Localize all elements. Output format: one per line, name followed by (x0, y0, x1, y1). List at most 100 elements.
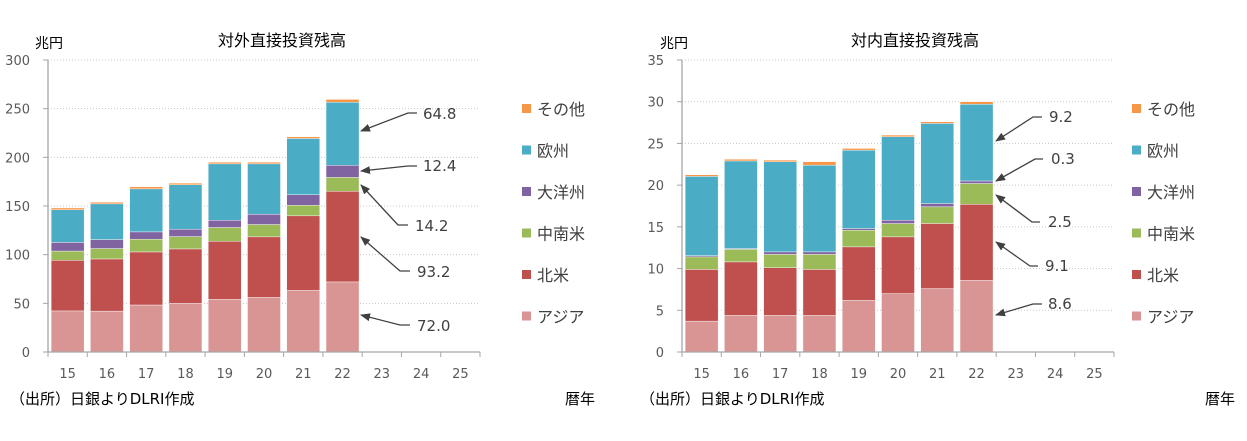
legend-label: 欧州 (537, 142, 569, 161)
bar-segment-19-4 (842, 149, 876, 229)
bar-segment-18-1 (802, 269, 837, 316)
legend-swatch (1132, 228, 1141, 238)
legend-label: その他 (1147, 100, 1195, 119)
legend-label: 大洋州 (537, 183, 585, 202)
annotation-arrow (360, 184, 408, 226)
bar-segment-15-5 (50, 207, 85, 210)
bar-segment-20-3 (881, 219, 915, 224)
x-tick-label: 20 (256, 367, 273, 382)
legend-swatch (1132, 187, 1141, 196)
bar-segment-17-0 (129, 304, 163, 353)
y-tick-label: 25 (647, 137, 664, 152)
bar-segment-19-3 (208, 220, 242, 228)
bar-segment-16-5 (724, 159, 758, 162)
annotation-arrow (360, 236, 410, 272)
y-tick-label: 150 (5, 200, 30, 215)
bar-segment-15-4 (50, 209, 85, 243)
legend-swatch (522, 145, 531, 155)
bar-segment-21-5 (920, 121, 954, 124)
bar-segment-15-2 (684, 256, 719, 270)
x-tick-label: 15 (693, 367, 710, 382)
bar-segment-18-1 (168, 248, 203, 304)
x-tick-label: 15 (59, 367, 76, 382)
bar-segment-21-0 (920, 288, 954, 353)
y-tick-label: 35 (647, 54, 664, 69)
legend-swatch (1132, 104, 1141, 113)
y-tick-label: 20 (647, 179, 664, 194)
legend-label: 北米 (1147, 266, 1179, 285)
bar-segment-20-5 (881, 134, 915, 137)
bar-segment-18-3 (802, 251, 837, 255)
legend-label: 中南米 (537, 225, 585, 244)
bar-segment-16-4 (724, 160, 758, 249)
bar-segment-19-1 (208, 241, 242, 300)
legend-label: 北米 (537, 266, 569, 285)
bar-segment-20-5 (247, 161, 281, 165)
bar-segment-17-3 (129, 231, 163, 240)
bar-segment-22-5 (959, 101, 994, 105)
x-axis-label: 暦年 (1205, 390, 1235, 408)
annotation-label: 0.3 (1051, 150, 1075, 168)
annotation-label: 2.5 (1048, 213, 1072, 231)
bar-segment-21-2 (920, 206, 954, 224)
bar-segment-19-1 (842, 246, 876, 301)
bar-segment-19-2 (842, 229, 876, 248)
bar-segment-18-0 (168, 303, 203, 353)
bar-segment-19-4 (208, 163, 242, 221)
bar-segment-15-3 (50, 242, 85, 252)
bar-segment-15-0 (684, 320, 719, 353)
source-note: （出所）日銀よりDLRI作成 (10, 390, 194, 408)
bar-segment-17-5 (763, 159, 797, 162)
bar-segment-22-0 (325, 281, 360, 353)
bar-segment-19-3 (842, 228, 876, 231)
bar-segment-17-2 (129, 238, 163, 253)
bar-segment-19-5 (208, 161, 242, 165)
y-tick-label: 15 (647, 221, 664, 236)
bar-segment-15-1 (684, 269, 719, 322)
bar-segment-16-4 (90, 203, 124, 240)
bar-segment-20-2 (247, 224, 281, 238)
bar-segment-17-0 (763, 315, 797, 353)
x-tick-label: 21 (295, 367, 312, 382)
annotation-label: 9.1 (1045, 257, 1069, 275)
bar-segment-20-0 (881, 293, 915, 353)
annotation-arrow (995, 116, 1042, 142)
bar-segment-20-1 (881, 236, 915, 294)
annotation-arrow (360, 313, 410, 326)
x-tick-label: 17 (138, 367, 155, 382)
bar-segment-18-2 (168, 236, 203, 250)
bar-segment-16-0 (724, 315, 758, 353)
annotation-arrow (995, 241, 1038, 267)
bar-segment-18-3 (168, 228, 203, 237)
bar-segment-18-5 (168, 182, 203, 185)
x-tick-label: 22 (968, 367, 985, 382)
bar-segment-21-4 (286, 138, 320, 196)
x-tick-label: 21 (929, 367, 946, 382)
annotation-label: 8.6 (1048, 295, 1072, 313)
annotation-label: 9.2 (1049, 108, 1073, 126)
annotation-arrow (995, 158, 1043, 182)
bar-segment-16-2 (90, 248, 124, 260)
x-tick-label: 20 (890, 367, 907, 382)
legend-swatch (1132, 270, 1141, 279)
chart-title: 対外直接投資残高 (218, 31, 346, 50)
legend-swatch (522, 104, 531, 113)
x-tick-label: 25 (1086, 367, 1103, 382)
y-axis-unit: 兆円 (660, 36, 688, 52)
annotation-label: 64.8 (423, 105, 456, 123)
y-tick-label: 5 (656, 304, 664, 319)
y-tick-label: 200 (5, 151, 30, 166)
x-tick-label: 23 (1008, 367, 1025, 382)
x-tick-label: 23 (374, 367, 391, 382)
bar-segment-15-0 (50, 310, 85, 353)
x-tick-label: 25 (452, 367, 469, 382)
bar-segment-21-0 (286, 290, 320, 353)
bar-segment-22-3 (325, 165, 360, 178)
chart-inward: 対内直接投資残高 兆円 0 5 10 15 20 25 30 35 15 16 17 18 19 20 21 22… (640, 31, 1235, 408)
legend-swatch (522, 187, 531, 196)
bar-segment-17-1 (129, 251, 163, 306)
bar-segment-15-5 (684, 174, 719, 177)
bar-segment-15-2 (50, 250, 85, 261)
legend-label: 欧州 (1147, 142, 1179, 161)
